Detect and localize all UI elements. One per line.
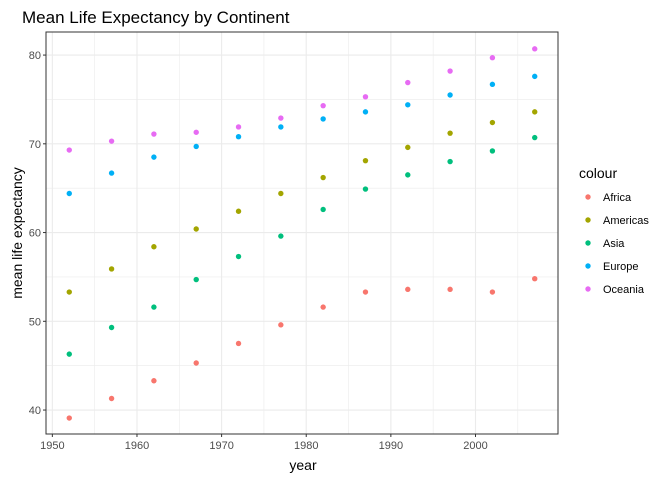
legend-label: Asia <box>603 238 625 250</box>
point-africa <box>320 304 326 310</box>
x-tick-label: 1970 <box>209 440 233 452</box>
point-europe <box>320 116 326 122</box>
point-oceania <box>278 115 284 121</box>
point-asia <box>151 304 157 310</box>
point-americas <box>489 119 496 126</box>
legend-key <box>585 194 591 200</box>
point-europe <box>362 109 369 115</box>
data-points <box>66 46 538 421</box>
legend-item-oceania: Oceania <box>585 284 645 296</box>
point-americas <box>405 144 411 151</box>
legend-label: Europe <box>603 261 638 273</box>
y-tick-label: 50 <box>29 316 41 328</box>
x-axis-title: year <box>289 457 317 473</box>
point-asia <box>532 134 538 141</box>
point-africa <box>278 322 284 328</box>
y-tick-label: 40 <box>29 405 41 417</box>
point-europe <box>489 81 496 88</box>
point-oceania <box>532 46 538 52</box>
x-tick-label: 1990 <box>379 440 403 452</box>
point-americas <box>66 289 72 295</box>
legend-item-africa: Africa <box>585 192 632 204</box>
point-europe <box>151 154 157 160</box>
point-africa <box>151 378 157 384</box>
point-europe <box>405 102 411 108</box>
x-tick-label: 1980 <box>294 440 318 452</box>
point-oceania <box>235 124 242 130</box>
point-asia <box>108 324 115 331</box>
point-oceania <box>66 147 72 153</box>
legend-item-europe: Europe <box>585 261 638 273</box>
point-americas <box>151 244 157 250</box>
point-africa <box>66 415 72 421</box>
point-africa <box>235 340 242 347</box>
point-europe <box>235 134 242 140</box>
point-africa <box>532 276 538 282</box>
point-africa <box>405 286 411 293</box>
point-americas <box>447 130 453 136</box>
y-tick-label: 60 <box>29 228 41 240</box>
point-oceania <box>447 68 453 74</box>
point-oceania <box>151 131 157 137</box>
point-americas <box>362 157 369 164</box>
point-americas <box>278 190 284 197</box>
point-africa <box>447 286 453 293</box>
point-asia <box>489 148 496 154</box>
point-oceania <box>405 79 411 86</box>
legend-item-americas: Americas <box>585 215 649 227</box>
y-tick-label: 80 <box>29 50 41 62</box>
point-asia <box>66 351 72 357</box>
point-africa <box>489 289 496 295</box>
point-asia <box>278 233 284 239</box>
y-axis-title: mean life expectancy <box>9 167 25 299</box>
legend-label: Americas <box>603 215 649 227</box>
legend-key <box>585 240 591 246</box>
point-asia <box>447 158 453 165</box>
point-americas <box>320 174 326 181</box>
legend-key <box>585 217 591 223</box>
legend-key <box>585 286 591 292</box>
point-europe <box>193 143 199 150</box>
legend-key <box>585 263 591 269</box>
point-europe <box>532 73 538 80</box>
legend-label: Africa <box>603 192 632 204</box>
axis-ticks: 1950 1960 1970 1980 1990 2000 40 50 60 70 80 <box>29 50 488 452</box>
point-oceania <box>489 55 496 61</box>
point-asia <box>405 172 411 178</box>
legend-title: colour <box>579 165 617 181</box>
point-oceania <box>362 94 369 100</box>
point-americas <box>108 266 115 272</box>
point-oceania <box>108 138 115 144</box>
y-tick-label: 70 <box>29 139 41 151</box>
point-asia <box>362 186 369 192</box>
point-americas <box>532 109 538 115</box>
point-europe <box>108 170 115 176</box>
point-africa <box>193 360 199 366</box>
point-europe <box>278 124 284 130</box>
legend: Africa Americas Asia Europe Oceania <box>585 192 649 296</box>
chart-title: Mean Life Expectancy by Continent <box>22 8 290 27</box>
point-oceania <box>193 129 199 135</box>
point-europe <box>66 190 72 197</box>
point-asia <box>193 276 199 283</box>
grid <box>46 32 558 434</box>
point-americas <box>235 208 242 214</box>
x-tick-label: 2000 <box>463 440 487 452</box>
point-asia <box>235 253 242 260</box>
legend-item-asia: Asia <box>585 238 625 250</box>
point-oceania <box>320 102 326 109</box>
point-asia <box>320 206 326 213</box>
point-africa <box>108 395 115 402</box>
point-europe <box>447 92 453 98</box>
point-americas <box>193 226 199 232</box>
legend-label: Oceania <box>603 284 645 296</box>
point-africa <box>362 289 369 295</box>
x-tick-label: 1950 <box>40 440 64 452</box>
x-tick-label: 1960 <box>125 440 149 452</box>
